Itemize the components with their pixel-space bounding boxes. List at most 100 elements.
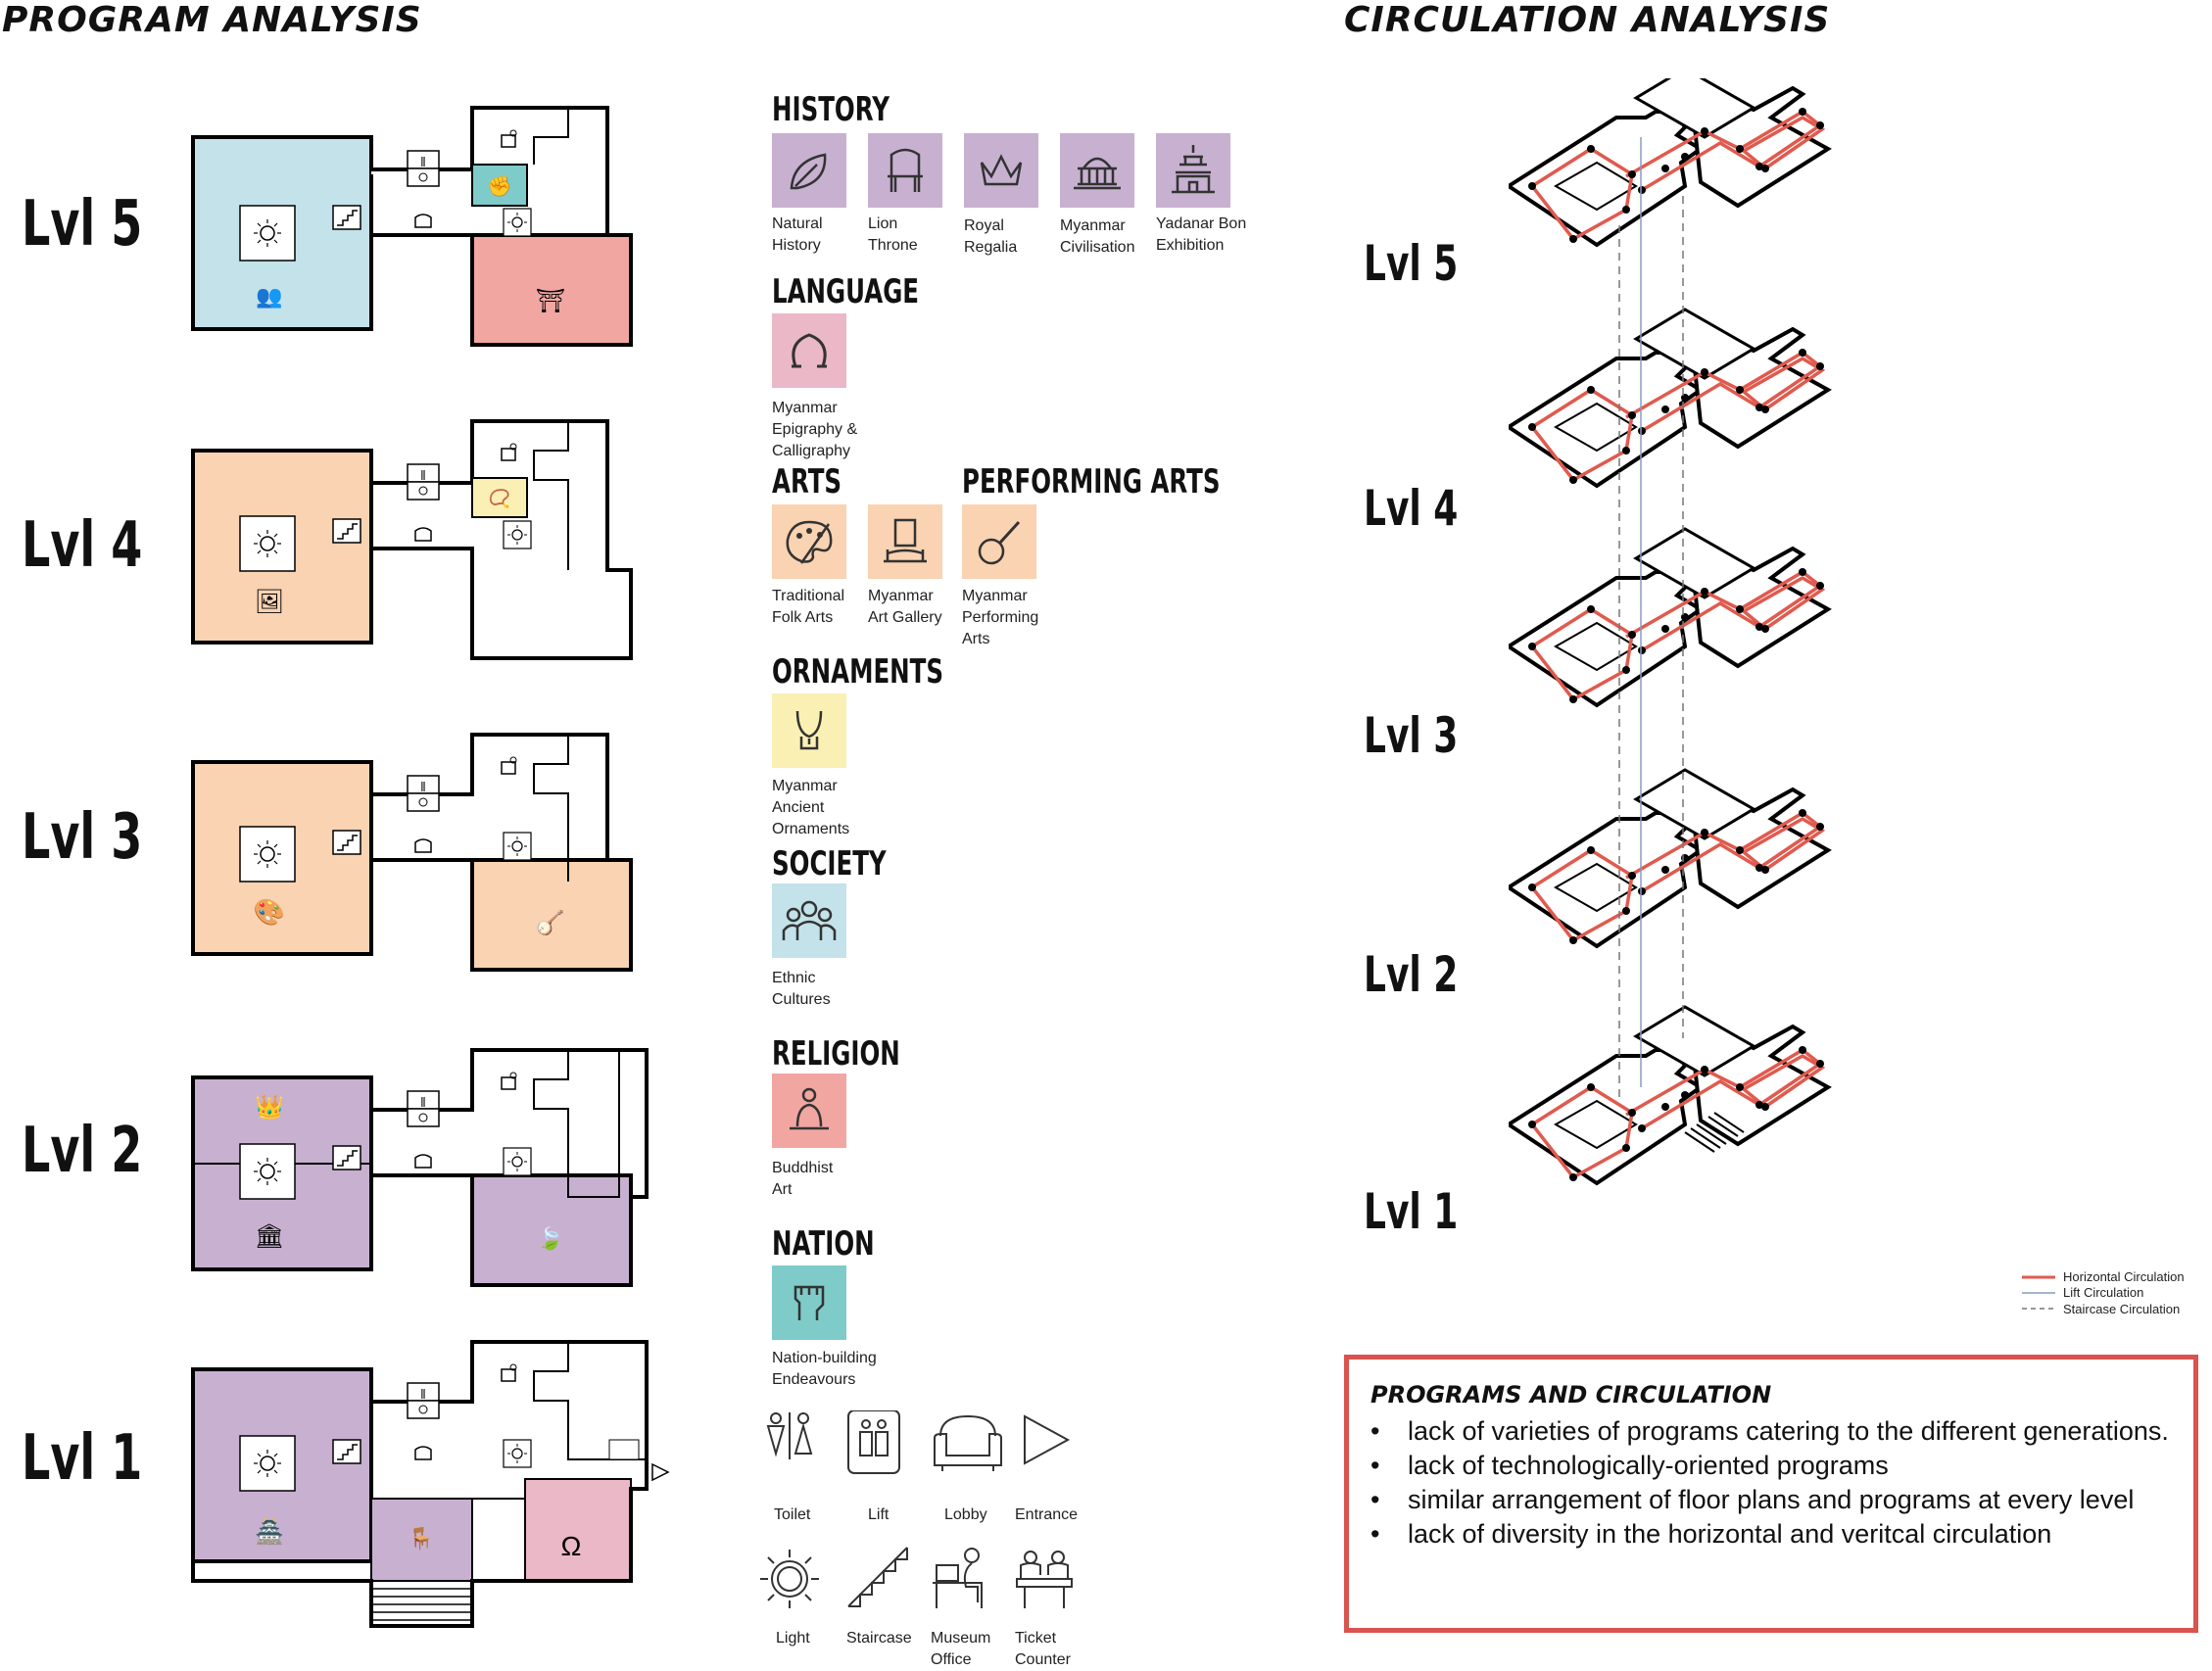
iso-level-1-stairs — [1684, 1112, 1745, 1153]
circulation-node — [1628, 872, 1636, 880]
circulation-node — [1622, 907, 1630, 915]
circulation-node — [1622, 1144, 1630, 1152]
script-icon — [772, 313, 846, 388]
category-performing-arts-title: PERFORMING ARTS — [962, 462, 1221, 501]
circulation-level-label: Lvl 1 — [1364, 1183, 1459, 1240]
category-language-title: LANGUAGE — [772, 272, 920, 311]
circulation-axonometric — [1509, 78, 1832, 1186]
circulation-node — [1528, 883, 1536, 891]
circulation-node — [1681, 613, 1689, 621]
svg-text:🍃: 🍃 — [537, 1225, 563, 1251]
summary-point: lack of technologically-oriented program… — [1370, 1449, 2174, 1483]
facility-label: Ticket Counter — [1015, 1630, 1071, 1668]
legend-label: Ethnic Cultures — [772, 970, 831, 1008]
circulation-node — [1628, 170, 1636, 178]
circulation-node — [1569, 476, 1577, 484]
svg-text:✊: ✊ — [488, 175, 512, 198]
facility-label: Toilet — [774, 1506, 811, 1523]
circulation-node — [1799, 809, 1806, 817]
circulation-node — [1761, 406, 1769, 413]
gallery-icon — [868, 504, 942, 579]
facility-label: Light — [776, 1630, 810, 1647]
office-icon — [933, 1548, 983, 1608]
svg-text:🎨: 🎨 — [254, 896, 285, 927]
circulation-level-label: Lvl 3 — [1364, 707, 1459, 764]
facility-label: Lobby — [944, 1506, 987, 1523]
circulation-node — [1638, 646, 1646, 654]
circulation-node — [1681, 854, 1689, 862]
circulation-node — [1569, 695, 1577, 703]
circulation-level-label: Lvl 5 — [1364, 235, 1459, 292]
necklace-icon — [772, 693, 846, 768]
circulation-node — [1701, 127, 1708, 135]
category-history-title: HISTORY — [772, 90, 890, 129]
circulation-node — [1681, 394, 1689, 402]
circulation-node — [1701, 1066, 1708, 1074]
fist-icon — [772, 1265, 846, 1340]
palace-icon — [1156, 133, 1230, 208]
iso-level-1 — [1509, 1005, 1832, 1186]
lift-icon — [847, 1410, 900, 1474]
palette-icon — [772, 504, 846, 579]
circulation-node — [1661, 165, 1669, 172]
ticket-icon — [1016, 1551, 1073, 1608]
plan-level-label: Lvl 5 — [22, 188, 143, 261]
circulation-node — [1736, 1083, 1744, 1091]
circulation-node — [1816, 1060, 1824, 1068]
iso-level-5 — [1509, 78, 1832, 248]
program-analysis-title: PROGRAM ANALYSIS — [2, 0, 422, 40]
staircase-icon — [847, 1547, 908, 1607]
svg-text:👥: 👥 — [256, 284, 282, 309]
circulation-node — [1622, 447, 1630, 454]
circulation-node — [1816, 582, 1824, 590]
circulation-node — [1736, 605, 1744, 613]
legend-label: Myanmar Ancient Ornaments — [772, 778, 850, 837]
facility-label: Lift — [868, 1506, 890, 1523]
plan-level-label: Lvl 4 — [22, 509, 143, 582]
svg-text:🖼: 🖼 — [255, 589, 284, 615]
summary-point: lack of diversity in the horizontal and … — [1370, 1517, 2174, 1552]
legend-label: Myanmar Art Gallery — [868, 588, 942, 626]
svg-text:🏯: 🏯 — [255, 1517, 284, 1546]
summary-list: lack of varieties of programs catering t… — [1370, 1414, 2174, 1552]
circulation-node — [1569, 1173, 1577, 1181]
legend-label: Nation-building Endeavours — [772, 1350, 877, 1388]
facility-label: Museum Office — [931, 1630, 991, 1668]
summary-box: PROGRAMS AND CIRCULATION lack of varieti… — [1344, 1355, 2198, 1633]
legend-label: Myanmar Performing Arts — [962, 588, 1039, 647]
circulation-node — [1661, 625, 1669, 633]
people-icon — [772, 883, 846, 958]
legend-label: Lion Throne — [868, 215, 918, 254]
circulation-node — [1622, 206, 1630, 214]
plan-level-label: Lvl 1 — [22, 1422, 143, 1495]
circulation-analysis-title: CIRCULATION ANALYSIS — [1344, 0, 1831, 40]
circulation-node — [1528, 423, 1536, 431]
circulation-node — [1528, 182, 1536, 190]
circulation-node — [1816, 121, 1824, 129]
temple-icon — [1060, 133, 1134, 208]
circulation-node — [1628, 1109, 1636, 1117]
buddha-icon — [772, 1074, 846, 1148]
circulation-node — [1761, 1103, 1769, 1111]
circulation-node — [1528, 1121, 1536, 1128]
legend-label: Royal Regalia — [964, 217, 1018, 256]
crown-icon — [964, 133, 1038, 208]
summary-point: lack of varieties of programs catering t… — [1370, 1414, 2174, 1449]
category-arts-title: ARTS — [772, 462, 842, 501]
circulation-node — [1681, 1091, 1689, 1099]
legend-lift-circulation: Lift Circulation — [2063, 1285, 2144, 1300]
floor-plans: ǁ 👥 ⛩ ✊ 🖼 📿 — [191, 106, 670, 1628]
legend-label: Myanmar Civilisation — [1060, 217, 1135, 256]
circulation-node — [1587, 1083, 1595, 1091]
svg-text:⛩: ⛩ — [536, 288, 565, 314]
legend-label: Natural History — [772, 215, 823, 254]
legend-horizontal-circulation: Horizontal Circulation — [2063, 1269, 2185, 1284]
circulation-node — [1799, 568, 1806, 576]
svg-text:Ω: Ω — [561, 1531, 582, 1561]
sofa-icon — [934, 1414, 1002, 1471]
legend-label: Buddhist Art — [772, 1160, 834, 1198]
circulation-node — [1638, 186, 1646, 194]
circulation-node — [1628, 631, 1636, 639]
category-nation-title: NATION — [772, 1224, 875, 1264]
summary-title: PROGRAMS AND CIRCULATION — [1370, 1381, 1772, 1408]
